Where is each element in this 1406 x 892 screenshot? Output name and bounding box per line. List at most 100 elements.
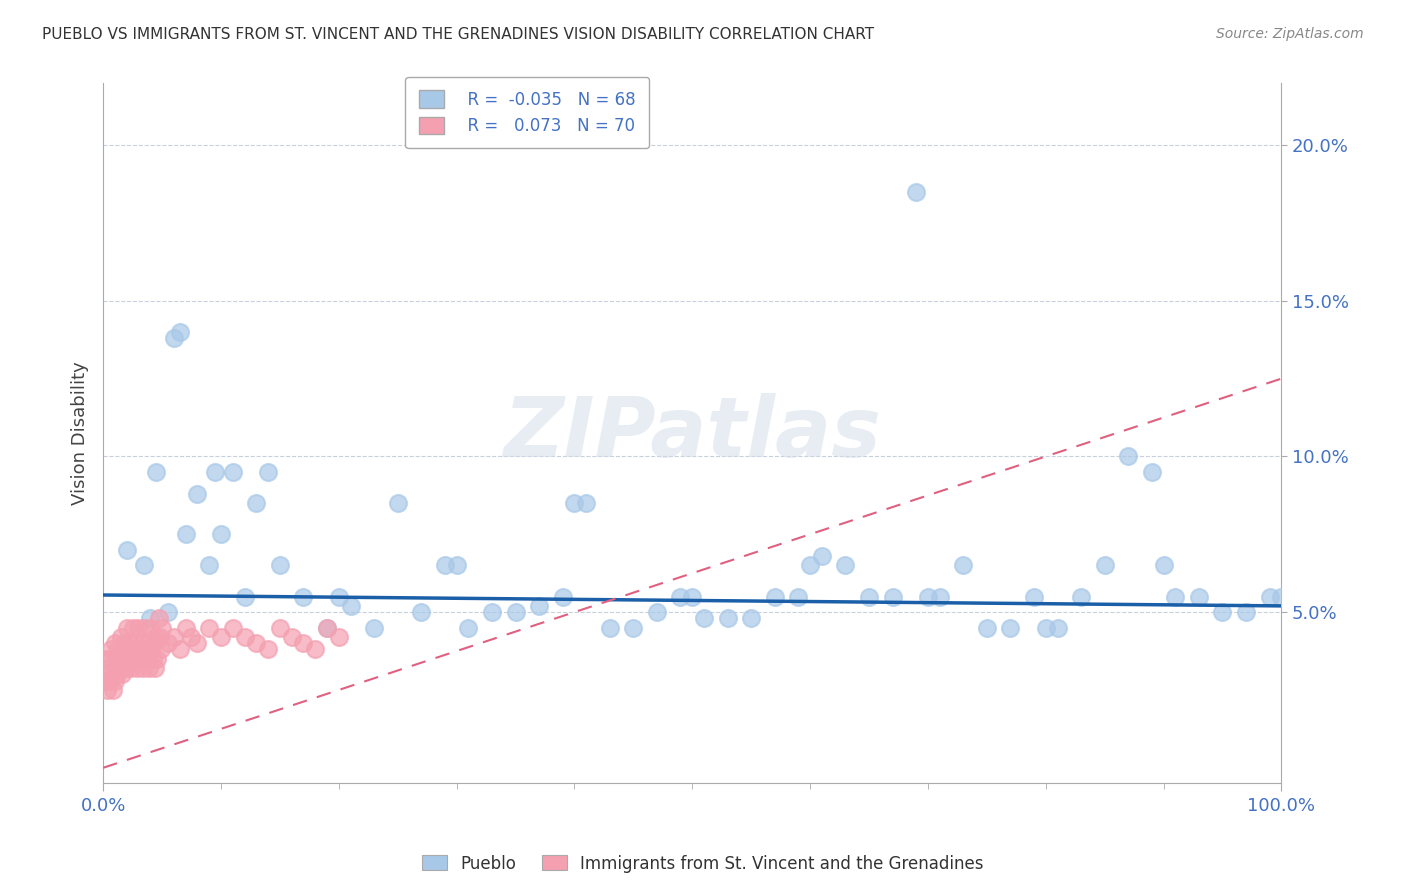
Point [145,465,167,479]
Point [834,558,856,573]
Point [905,185,928,199]
Point [142,652,165,666]
Point [717,611,740,625]
Point [1270,590,1292,604]
Point [131,636,153,650]
Point [138,661,160,675]
Point [292,636,315,650]
Point [1046,621,1069,635]
Point [740,611,762,625]
Point [257,465,280,479]
Point [505,605,527,619]
Point [142,636,165,650]
Point [411,605,433,619]
Point [134,621,156,635]
Point [128,642,150,657]
Point [105,667,128,681]
Point [101,683,124,698]
Point [233,590,256,604]
Point [135,652,157,666]
Point [1116,450,1139,464]
Point [100,642,122,657]
Point [527,599,550,613]
Point [169,325,191,339]
Point [316,621,339,635]
Text: PUEBLO VS IMMIGRANTS FROM ST. VINCENT AND THE GRENADINES VISION DISABILITY CORRE: PUEBLO VS IMMIGRANTS FROM ST. VINCENT AN… [42,27,875,42]
Point [551,590,574,604]
Point [292,590,315,604]
Point [127,661,149,675]
Point [1035,621,1057,635]
Legend: Pueblo, Immigrants from St. Vincent and the Grenadines: Pueblo, Immigrants from St. Vincent and … [416,848,990,880]
Point [1258,590,1281,604]
Point [98,661,121,675]
Point [681,590,703,604]
Point [1234,605,1257,619]
Point [129,652,152,666]
Point [111,667,134,681]
Point [156,605,179,619]
Point [198,621,221,635]
Text: Source: ZipAtlas.com: Source: ZipAtlas.com [1216,27,1364,41]
Point [114,661,136,675]
Point [269,621,291,635]
Point [621,621,644,635]
Point [186,487,208,501]
Point [209,527,232,541]
Point [98,673,121,688]
Point [222,621,245,635]
Point [1000,621,1022,635]
Point [316,621,339,635]
Point [481,605,503,619]
Point [141,642,163,657]
Point [121,621,143,635]
Point [118,652,141,666]
Point [156,636,179,650]
Point [136,636,159,650]
Point [1153,558,1175,573]
Point [107,642,129,657]
Point [976,621,998,635]
Point [112,652,135,666]
Point [222,465,245,479]
Point [120,661,142,675]
Point [1188,590,1211,604]
Point [257,642,280,657]
Point [103,661,125,675]
Point [174,621,197,635]
Point [882,590,904,604]
Y-axis label: Vision Disability: Vision Disability [72,361,89,505]
Point [328,630,350,644]
Point [139,611,162,625]
Point [1211,605,1233,619]
Point [204,465,226,479]
Point [599,621,621,635]
Point [146,652,169,666]
Point [645,605,668,619]
Point [112,636,135,650]
Point [209,630,232,644]
Point [917,590,939,604]
Point [96,683,118,698]
Point [94,673,117,688]
Point [120,636,142,650]
Point [1164,590,1187,604]
Point [1070,590,1092,604]
Point [186,636,208,650]
Point [163,331,186,345]
Point [148,611,170,625]
Point [149,630,172,644]
Point [564,496,586,510]
Point [104,636,127,650]
Point [1094,558,1116,573]
Point [150,621,173,635]
Point [304,642,326,657]
Point [339,599,361,613]
Point [104,673,127,688]
Point [117,642,139,657]
Point [787,590,810,604]
Point [669,590,692,604]
Point [457,621,479,635]
Point [127,621,149,635]
Point [108,661,131,675]
